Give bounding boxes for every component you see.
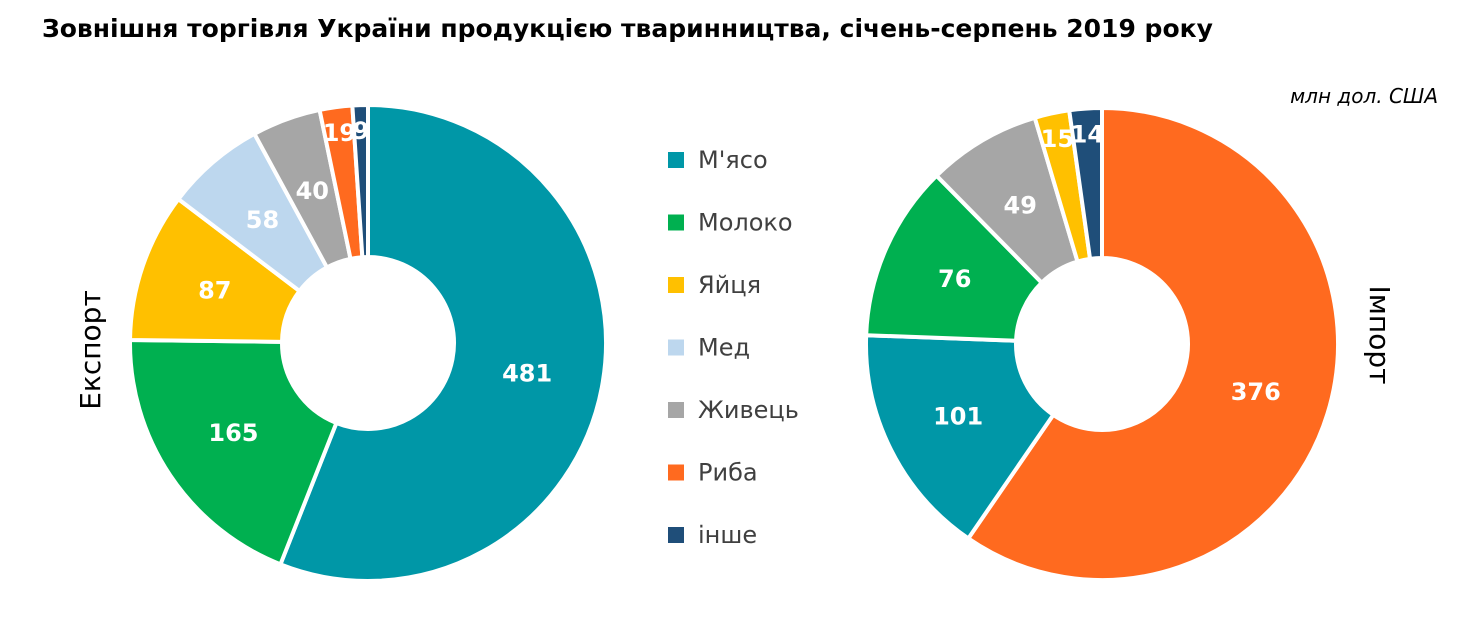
export-data-label-milk: 165 [208,419,258,447]
export-chart-label: Експорт [74,290,107,410]
export-data-label-eggs: 87 [198,276,231,304]
legend-swatch-fish [668,464,684,481]
import-data-label-other: 14 [1071,121,1104,149]
export-slice-other [350,103,370,260]
import-data-label-milk: 76 [938,265,971,293]
unit-note: млн дол. США [1290,84,1438,108]
legend-label-meat: М'ясо [698,146,768,174]
legend-label-fish: Риба [698,459,758,487]
export-slice-meat [278,103,608,583]
import-data-label-eggs: 15 [1041,125,1074,153]
import-data-label-livestock: 49 [1004,191,1037,219]
import-slice-milk [864,173,1044,343]
legend: М'ясо Молоко Яйця Мед Живець Риба інше [668,146,799,549]
import-chart-label: Імпорт [1363,286,1396,385]
export-data-label-other: 9 [353,117,370,145]
legend-label-eggs: Яйця [698,271,761,299]
legend-swatch-meat [668,152,684,168]
legend-label-livestock: Живець [698,396,799,424]
legend-label-other: інше [698,521,757,549]
legend-swatch-milk [668,214,684,231]
export-slice-milk [128,337,339,567]
export-data-label-livestock: 40 [296,177,329,205]
import-slice-fish [966,106,1340,582]
legend-swatch-eggs [668,277,684,293]
export-data-label-meat: 481 [502,359,552,387]
export-donut: 481 165 87 58 40 199 [128,103,608,583]
legend-swatch-other [668,527,684,543]
legend-label-honey: Мед [698,334,750,362]
legend-swatch-livestock [668,402,684,418]
import-slice-other [1067,106,1104,261]
import-data-label-fish: 376 [1231,378,1281,406]
import-slice-meat [864,333,1056,541]
legend-label-milk: Молоко [698,209,793,237]
export-data-label-honey: 58 [246,206,279,234]
legend-swatch-honey [668,339,684,356]
export-data-label-fish: 19 [323,119,356,147]
chart-title: Зовнішня торгівля України продукцією тва… [42,14,1213,43]
import-data-label-meat: 101 [933,402,983,430]
